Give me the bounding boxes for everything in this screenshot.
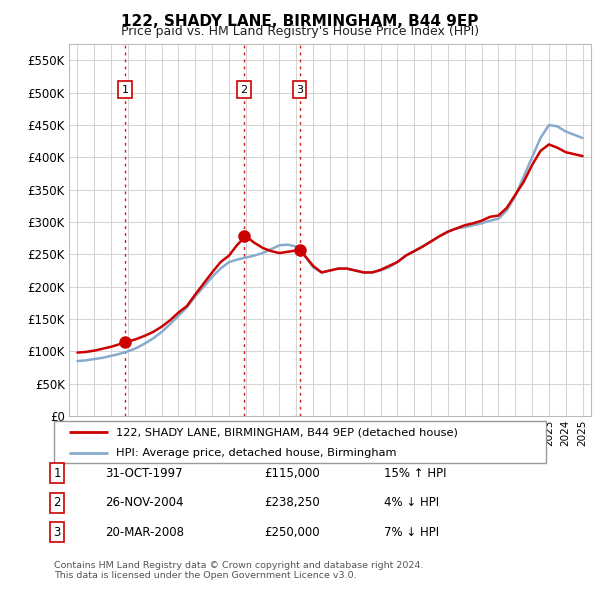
Text: £115,000: £115,000 [264, 467, 320, 480]
Text: £238,250: £238,250 [264, 496, 320, 509]
Text: 20-MAR-2008: 20-MAR-2008 [105, 526, 184, 539]
Text: Price paid vs. HM Land Registry's House Price Index (HPI): Price paid vs. HM Land Registry's House … [121, 25, 479, 38]
Text: HPI: Average price, detached house, Birmingham: HPI: Average price, detached house, Birm… [115, 448, 396, 457]
Text: 3: 3 [296, 84, 304, 94]
Text: 3: 3 [53, 526, 61, 539]
Text: £250,000: £250,000 [264, 526, 320, 539]
Text: 122, SHADY LANE, BIRMINGHAM, B44 9EP (detached house): 122, SHADY LANE, BIRMINGHAM, B44 9EP (de… [115, 427, 457, 437]
Text: 31-OCT-1997: 31-OCT-1997 [105, 467, 182, 480]
Text: 2: 2 [241, 84, 248, 94]
Text: 15% ↑ HPI: 15% ↑ HPI [384, 467, 446, 480]
Text: 7% ↓ HPI: 7% ↓ HPI [384, 526, 439, 539]
Text: This data is licensed under the Open Government Licence v3.0.: This data is licensed under the Open Gov… [54, 571, 356, 580]
Text: 1: 1 [122, 84, 128, 94]
Text: 2: 2 [53, 496, 61, 509]
Text: 4% ↓ HPI: 4% ↓ HPI [384, 496, 439, 509]
Text: 26-NOV-2004: 26-NOV-2004 [105, 496, 184, 509]
Text: Contains HM Land Registry data © Crown copyright and database right 2024.: Contains HM Land Registry data © Crown c… [54, 561, 424, 570]
Text: 122, SHADY LANE, BIRMINGHAM, B44 9EP: 122, SHADY LANE, BIRMINGHAM, B44 9EP [121, 14, 479, 28]
Text: 1: 1 [53, 467, 61, 480]
